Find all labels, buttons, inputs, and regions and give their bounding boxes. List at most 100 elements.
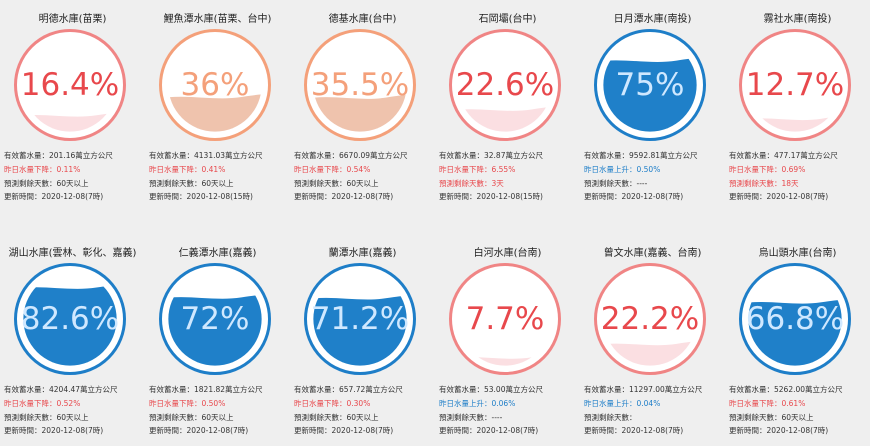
reservoir-name: 曾文水庫(嘉義、台南) (603, 248, 702, 259)
storage-line: 有效蓄水量：11297.00萬立方公尺 (584, 385, 703, 394)
days-line: 預測剩餘天數：60天以上 (4, 178, 89, 188)
change-line: 昨日水量下降：0.61% (729, 398, 806, 408)
change-line: 昨日水量下降：0.50% (149, 398, 226, 408)
reservoir-name: 鯉魚潭水庫(苗栗、台中) (163, 14, 272, 25)
reservoir-card[interactable]: 仁義潭水庫(嘉義) 72% 有效蓄水量：1821.82萬立方公尺 昨日水量下降：0.5… (145, 244, 290, 446)
reservoir-card[interactable]: 霧社水庫(南投) 12.7% 有效蓄水量：477.17萬立方公尺 昨日水量下降：0.6… (725, 10, 870, 225)
water-fill (748, 299, 842, 366)
reservoir-name: 明德水庫(苗栗) (38, 14, 107, 25)
updated-line: 更新時間：2020-12-08(7時) (584, 192, 684, 202)
water-level-gauge: 82.6% (14, 263, 126, 375)
updated-line: 更新時間：2020-12-08(7時) (149, 426, 249, 436)
updated-line: 更新時間：2020-12-08(7時) (4, 426, 104, 436)
change-line: 昨日水量上升：0.50% (584, 164, 661, 174)
reservoir-info: 有效蓄水量：1821.82萬立方公尺 昨日水量下降：0.50% 預測剩餘天數：60天… (149, 383, 290, 438)
water-level-gauge: 75% (594, 29, 706, 141)
days-line: 預測剩餘天數：3天 (439, 178, 504, 188)
reservoir-info: 有效蓄水量：32.87萬立方公尺 昨日水量下降：6.55% 預測剩餘天數：3天更新時… (439, 149, 580, 204)
percent-label: 22.2% (600, 301, 700, 337)
days-line: 預測剩餘天數：---- (584, 178, 648, 188)
reservoir-info: 有效蓄水量：9592.81萬立方公尺 昨日水量上升：0.50% 預測剩餘天數：---… (584, 149, 725, 204)
water-level-gauge: 72% (159, 263, 271, 375)
change-line: 昨日水量下降：0.11% (4, 164, 81, 174)
reservoir-card[interactable]: 湖山水庫(雲林、彰化、嘉義) 82.6% 有效蓄水量：4204.47萬立方公尺 昨日水… (0, 244, 145, 446)
storage-line: 有效蓄水量：4131.03萬立方公尺 (149, 151, 263, 160)
reservoir-name: 石岡壩(台中) (478, 14, 537, 25)
water-fill (748, 116, 842, 132)
storage-line: 有效蓄水量：1821.82萬立方公尺 (149, 385, 263, 394)
storage-line: 有效蓄水量：6670.09萬立方公尺 (294, 151, 408, 160)
reservoir-name: 蘭潭水庫(嘉義) (328, 248, 397, 259)
days-line: 預測剩餘天數：18天 (729, 178, 799, 188)
reservoir-card[interactable]: 鯉魚潭水庫(苗栗、台中) 36% 有效蓄水量：4131.03萬立方公尺 昨日水量下降：… (145, 10, 290, 225)
days-line: 預測剩餘天數：60天以上 (294, 178, 379, 188)
updated-line: 更新時間：2020-12-08(7時) (729, 426, 829, 436)
change-line: 昨日水量下降：6.55% (439, 164, 516, 174)
reservoir-card[interactable]: 曾文水庫(嘉義、台南) 22.2% 有效蓄水量：11297.00萬立方公尺 昨日水量上… (580, 244, 725, 446)
days-line: 預測剩餘天數：60天以上 (149, 178, 234, 188)
reservoir-name: 德基水庫(台中) (328, 14, 397, 25)
reservoir-name: 仁義潭水庫(嘉義) (178, 248, 257, 259)
water-level-gauge: 66.8% (739, 263, 851, 375)
reservoir-card[interactable]: 白河水庫(台南) 7.7% 有效蓄水量：53.00萬立方公尺 昨日水量上升：0.06%… (435, 244, 580, 446)
storage-line: 有效蓄水量：477.17萬立方公尺 (729, 151, 838, 160)
water-fill (168, 94, 262, 132)
updated-line: 更新時間：2020-12-08(15時) (439, 192, 543, 202)
percent-label: 82.6% (20, 301, 120, 337)
updated-line: 更新時間：2020-12-08(7時) (294, 426, 394, 436)
reservoir-card[interactable]: 德基水庫(台中) 35.5% 有效蓄水量：6670.09萬立方公尺 昨日水量下降：0.… (290, 10, 435, 225)
water-fill (313, 94, 407, 132)
water-level-gauge: 22.2% (594, 263, 706, 375)
change-line: 昨日水量下降：0.54% (294, 164, 371, 174)
water-fill (603, 57, 697, 132)
percent-label: 36% (180, 67, 250, 103)
days-line: 預測剩餘天數：60天以上 (149, 412, 234, 422)
change-line: 昨日水量上升：0.04% (584, 398, 661, 408)
percent-label: 75% (615, 67, 685, 103)
percent-label: 22.6% (455, 67, 555, 103)
storage-line: 有效蓄水量：9592.81萬立方公尺 (584, 151, 698, 160)
reservoir-card[interactable]: 日月潭水庫(南投) 75% 有效蓄水量：9592.81萬立方公尺 昨日水量上升：0.5… (580, 10, 725, 225)
reservoir-name: 烏山頭水庫(台南) (758, 248, 837, 259)
updated-line: 更新時間：2020-12-08(7時) (584, 426, 684, 436)
percent-label: 71.2% (310, 301, 410, 337)
percent-label: 7.7% (465, 301, 545, 337)
reservoir-name: 霧社水庫(南投) (763, 14, 832, 25)
storage-line: 有效蓄水量：32.87萬立方公尺 (439, 151, 543, 160)
reservoir-card[interactable]: 石岡壩(台中) 22.6% 有效蓄水量：32.87萬立方公尺 昨日水量下降：6.55%… (435, 10, 580, 225)
reservoir-info: 有效蓄水量：6670.09萬立方公尺 昨日水量下降：0.54% 預測剩餘天數：60天… (294, 149, 435, 204)
reservoir-name: 白河水庫(台南) (473, 248, 542, 259)
reservoir-info: 有效蓄水量：5262.00萬立方公尺 昨日水量下降：0.61% 預測剩餘天數：60天… (729, 383, 870, 438)
water-fill (168, 294, 262, 366)
storage-line: 有效蓄水量：201.16萬立方公尺 (4, 151, 113, 160)
water-fill (23, 112, 117, 132)
water-level-gauge: 12.7% (739, 29, 851, 141)
updated-line: 更新時間：2020-12-08(7時) (439, 426, 539, 436)
water-level-gauge: 22.6% (449, 29, 561, 141)
days-line: 預測剩餘天數：60天以上 (294, 412, 379, 422)
water-fill (458, 106, 552, 132)
storage-line: 有效蓄水量：657.72萬立方公尺 (294, 385, 403, 394)
water-level-gauge: 35.5% (304, 29, 416, 141)
days-line: 預測剩餘天數：---- (439, 412, 503, 422)
reservoir-name: 日月潭水庫(南投) (613, 14, 692, 25)
water-level-gauge: 7.7% (449, 263, 561, 375)
updated-line: 更新時間：2020-12-08(7時) (729, 192, 829, 202)
reservoir-card[interactable]: 明德水庫(苗栗) 16.4% 有效蓄水量：201.16萬立方公尺 昨日水量下降：0.1… (0, 10, 145, 225)
reservoir-name: 湖山水庫(雲林、彰化、嘉義) (8, 248, 137, 259)
percent-label: 16.4% (20, 67, 120, 103)
change-line: 昨日水量下降：0.41% (149, 164, 226, 174)
percent-label: 12.7% (745, 67, 845, 103)
percent-label: 35.5% (310, 67, 410, 103)
percent-label: 66.8% (745, 301, 845, 337)
reservoir-info: 有效蓄水量：11297.00萬立方公尺 昨日水量上升：0.04% 預測剩餘天數： 更新… (584, 383, 725, 438)
days-line: 預測剩餘天數：60天以上 (4, 412, 89, 422)
water-level-gauge: 16.4% (14, 29, 126, 141)
water-fill (458, 354, 552, 366)
reservoir-card[interactable]: 蘭潭水庫(嘉義) 71.2% 有效蓄水量：657.72萬立方公尺 昨日水量下降：0.3… (290, 244, 435, 446)
reservoir-info: 有效蓄水量：657.72萬立方公尺 昨日水量下降：0.30% 預測剩餘天數：60天以… (294, 383, 435, 438)
storage-line: 有效蓄水量：53.00萬立方公尺 (439, 385, 543, 394)
reservoir-card[interactable]: 烏山頭水庫(台南) 66.8% 有效蓄水量：5262.00萬立方公尺 昨日水量下降：0… (725, 244, 870, 446)
water-fill (603, 341, 697, 366)
updated-line: 更新時間：2020-12-08(7時) (294, 192, 394, 202)
